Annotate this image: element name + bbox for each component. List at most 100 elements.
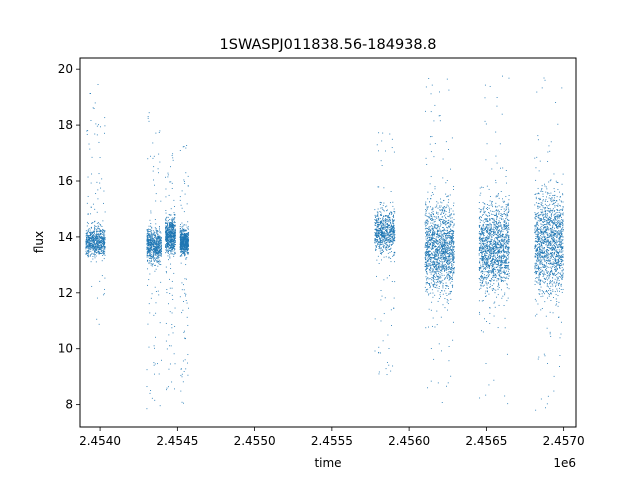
data-point [167, 239, 169, 241]
data-point [102, 239, 104, 241]
data-point [375, 232, 377, 234]
data-point [187, 253, 189, 255]
data-point [180, 236, 182, 238]
data-point [392, 232, 394, 234]
data-point [437, 233, 439, 234]
data-point [424, 214, 426, 216]
data-point [425, 238, 427, 240]
data-point [383, 237, 385, 239]
data-point [167, 229, 169, 231]
data-point [159, 264, 161, 266]
data-point [158, 251, 160, 253]
data-point [92, 242, 94, 243]
data-point [433, 245, 435, 247]
data-point [377, 221, 379, 223]
data-point [180, 238, 182, 239]
data-point [452, 246, 453, 248]
data-point [434, 258, 436, 260]
data-point [436, 201, 438, 203]
data-point [375, 222, 377, 224]
data-point [433, 245, 434, 247]
data-point [97, 240, 99, 242]
data-point [376, 233, 378, 235]
data-point [100, 126, 101, 128]
data-point [87, 251, 89, 253]
data-point [383, 226, 385, 228]
data-point [444, 298, 446, 300]
data-point [165, 244, 167, 246]
data-points [85, 75, 564, 411]
observing-season [85, 84, 106, 325]
data-point [447, 300, 449, 302]
data-point [382, 232, 384, 234]
data-point [151, 240, 153, 242]
data-point [451, 255, 453, 257]
data-point [445, 240, 447, 242]
data-point [377, 212, 379, 214]
data-point [387, 216, 389, 218]
data-point [427, 243, 429, 245]
data-point [393, 210, 395, 212]
data-point [393, 223, 395, 225]
data-point [394, 252, 396, 254]
data-point [445, 287, 447, 289]
data-point [445, 265, 447, 267]
data-point [377, 225, 379, 227]
data-point [166, 246, 168, 247]
data-point [379, 241, 381, 243]
data-point [91, 244, 93, 246]
data-point [375, 234, 377, 236]
data-point [429, 255, 431, 257]
data-point [166, 230, 168, 232]
data-point [378, 241, 380, 243]
data-point [88, 234, 90, 236]
data-point [444, 241, 446, 243]
data-point [443, 258, 445, 260]
data-point [147, 255, 149, 257]
data-point [431, 225, 432, 227]
data-point [87, 245, 89, 247]
data-point [434, 286, 436, 288]
data-point [185, 236, 187, 238]
data-point [453, 230, 455, 232]
data-point [450, 252, 452, 254]
data-point [183, 233, 185, 235]
data-point [165, 243, 167, 245]
data-point [160, 253, 162, 255]
data-point [384, 225, 386, 227]
data-point [169, 248, 170, 250]
data-point [103, 251, 105, 253]
data-point [452, 249, 454, 251]
data-point [147, 259, 148, 261]
data-point [426, 235, 428, 237]
data-point [154, 257, 155, 259]
data-point [159, 235, 161, 237]
data-point [383, 247, 385, 249]
data-point [146, 235, 148, 237]
data-point [450, 252, 452, 254]
data-point [452, 264, 454, 266]
data-point [447, 309, 448, 311]
data-point [172, 221, 174, 223]
data-point [384, 232, 386, 234]
data-point [100, 234, 101, 236]
data-point [151, 257, 153, 259]
data-point [165, 220, 167, 222]
data-point [97, 249, 99, 251]
data-point [95, 240, 97, 241]
data-point [184, 249, 186, 251]
data-point [425, 215, 427, 217]
data-point [446, 243, 448, 245]
data-point [154, 241, 156, 243]
data-point [442, 265, 444, 267]
data-point [375, 228, 376, 230]
data-point [102, 230, 104, 232]
data-point [447, 195, 448, 197]
data-point [166, 272, 167, 274]
data-point [376, 224, 378, 225]
data-point [389, 251, 391, 253]
data-point [385, 150, 386, 152]
data-point [379, 221, 381, 222]
data-point [426, 247, 428, 249]
data-point [428, 250, 430, 252]
